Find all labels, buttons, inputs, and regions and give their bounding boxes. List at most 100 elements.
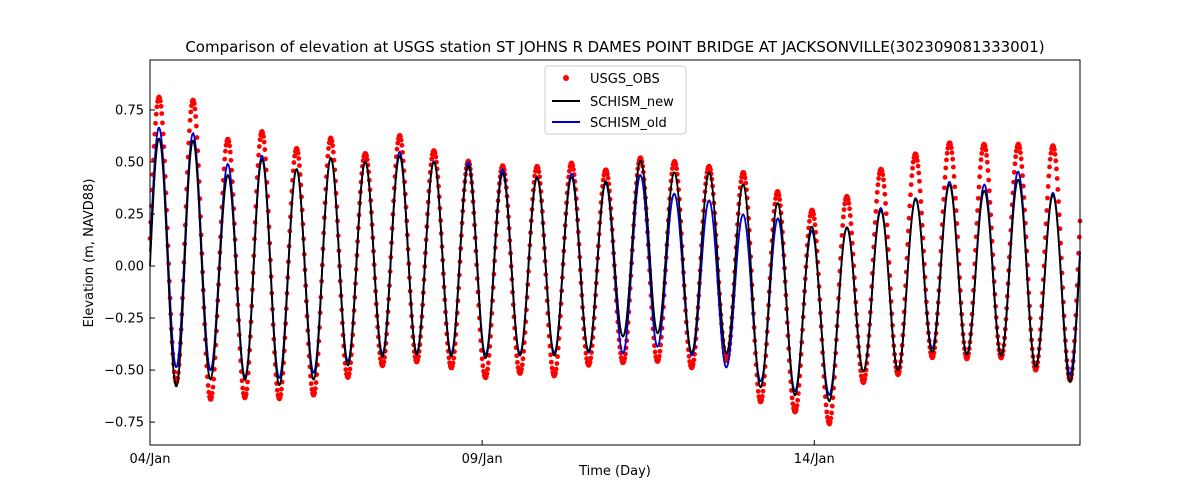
obs-point bbox=[674, 166, 679, 172]
obs-point bbox=[872, 220, 878, 225]
axes-border bbox=[149, 59, 1081, 446]
obs-point bbox=[975, 208, 980, 213]
obs-point bbox=[687, 359, 693, 364]
obs-point bbox=[553, 370, 558, 376]
y-axis-label: Elevation (m, NAVD88) bbox=[82, 179, 97, 328]
obs-point bbox=[789, 395, 795, 401]
obs-point bbox=[256, 144, 262, 149]
series-line-schism-new bbox=[149, 137, 1081, 403]
obs-point bbox=[446, 355, 452, 361]
obs-point bbox=[1052, 151, 1058, 157]
model-lines-group bbox=[149, 126, 1081, 403]
obs-point bbox=[656, 353, 662, 359]
obs-point bbox=[1046, 173, 1052, 179]
obs-point bbox=[274, 387, 280, 393]
obs-point bbox=[908, 192, 913, 198]
obs-point bbox=[192, 106, 198, 112]
y-tick-label: −0.25 bbox=[104, 312, 144, 327]
obs-point bbox=[480, 363, 486, 369]
obs-point bbox=[154, 104, 160, 110]
legend-box bbox=[544, 65, 687, 135]
obs-point bbox=[708, 167, 713, 173]
legend-obs-marker bbox=[563, 75, 569, 81]
obs-point bbox=[554, 361, 560, 366]
obs-point bbox=[841, 207, 847, 213]
obs-point bbox=[228, 157, 234, 163]
obs-point bbox=[308, 381, 314, 387]
obs-point bbox=[239, 378, 245, 384]
obs-point bbox=[555, 354, 560, 359]
obs-point bbox=[279, 386, 284, 392]
obs-point bbox=[244, 386, 250, 392]
obs-point bbox=[914, 154, 920, 160]
obs-point bbox=[691, 357, 697, 363]
obs-point bbox=[429, 156, 435, 162]
obs-point bbox=[941, 185, 947, 191]
obs-point bbox=[862, 376, 868, 382]
obs-point bbox=[313, 380, 319, 385]
obs-point bbox=[949, 150, 955, 156]
obs-point bbox=[1020, 173, 1025, 179]
obs-point bbox=[515, 359, 520, 365]
obs-point bbox=[795, 397, 801, 403]
obs-point bbox=[588, 355, 594, 361]
obs-point bbox=[975, 195, 981, 201]
obs-point bbox=[1013, 148, 1019, 154]
obs-point bbox=[570, 163, 576, 169]
obs-point bbox=[188, 109, 194, 115]
obs-point bbox=[296, 156, 302, 161]
obs-point bbox=[777, 197, 783, 202]
obs-point bbox=[847, 206, 852, 212]
obs-point bbox=[673, 162, 679, 167]
obs-point bbox=[193, 123, 199, 129]
obs-point bbox=[227, 149, 233, 155]
obs-point bbox=[978, 157, 984, 163]
obs-point bbox=[759, 394, 765, 399]
obs-point bbox=[159, 111, 165, 116]
obs-point bbox=[364, 153, 369, 159]
obs-point bbox=[948, 145, 954, 151]
x-axis-label: Time (Day) bbox=[578, 464, 651, 479]
obs-point bbox=[584, 356, 590, 361]
obs-point bbox=[910, 159, 916, 165]
obs-point bbox=[484, 371, 490, 377]
obs-point bbox=[759, 397, 765, 403]
obs-point bbox=[326, 146, 331, 151]
obs-point bbox=[210, 384, 216, 390]
obs-point bbox=[398, 134, 403, 139]
obs-point bbox=[1048, 150, 1054, 156]
obs-point bbox=[211, 376, 217, 382]
obs-point bbox=[977, 165, 983, 170]
obs-point bbox=[1047, 156, 1053, 162]
obs-point bbox=[398, 137, 404, 143]
obs-point bbox=[205, 383, 211, 388]
obs-point bbox=[600, 177, 606, 183]
obs-point bbox=[481, 368, 486, 374]
obs-point bbox=[827, 419, 833, 425]
legend-label-old: SCHISM_old bbox=[590, 116, 667, 131]
obs-point bbox=[863, 372, 868, 378]
obs-point bbox=[295, 150, 301, 156]
obs-point bbox=[951, 173, 957, 179]
y-tick-label: −0.75 bbox=[104, 416, 144, 431]
obs-point bbox=[823, 402, 829, 408]
obs-point bbox=[1054, 166, 1059, 172]
y-axis-ticks: −0.75 −0.50 −0.25 0.00 0.25 0.50 0.75 bbox=[104, 103, 155, 431]
obs-point bbox=[153, 120, 158, 126]
obs-point bbox=[1054, 176, 1060, 181]
obs-point bbox=[223, 148, 228, 154]
obs-point bbox=[881, 177, 886, 183]
y-tick-label: 0.25 bbox=[115, 208, 144, 223]
x-tick-label: 04/Jan bbox=[130, 452, 171, 467]
obs-point bbox=[520, 356, 526, 362]
obs-point bbox=[875, 182, 881, 188]
obs-point bbox=[343, 367, 349, 372]
obs-point bbox=[986, 188, 992, 194]
obs-point bbox=[1019, 164, 1025, 169]
y-tick-label: −0.50 bbox=[104, 364, 144, 379]
obs-point bbox=[1018, 156, 1024, 162]
obs-point bbox=[884, 222, 890, 228]
obs-point bbox=[984, 153, 989, 158]
obs-point bbox=[824, 409, 830, 415]
obs-point bbox=[152, 131, 158, 137]
